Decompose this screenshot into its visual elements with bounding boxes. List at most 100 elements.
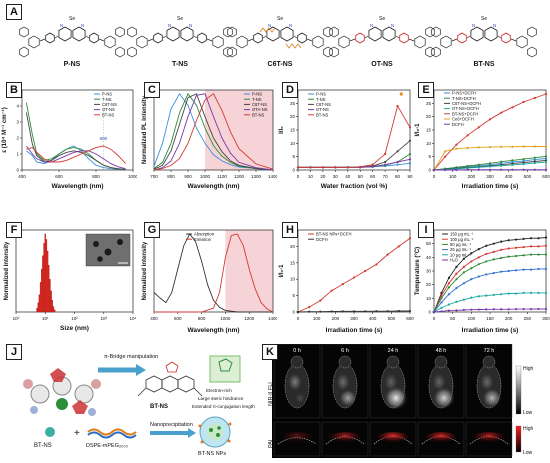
data-point (511, 159, 513, 161)
data-point (478, 256, 480, 258)
data-point (444, 169, 446, 171)
data-point (396, 161, 398, 163)
ligand-scaffold-graphic (23, 368, 101, 416)
data-point (455, 309, 457, 311)
x-tick-label: 400 (150, 316, 158, 321)
data-point (308, 311, 310, 313)
data-point (478, 169, 480, 171)
liver-signal (432, 373, 446, 391)
x-tick-label: 100 (449, 174, 457, 179)
x-tick-label: 200 (332, 316, 340, 321)
data-point (511, 146, 513, 148)
x-tick-label: 300 (486, 174, 494, 179)
pa-scale-high: High (523, 426, 534, 432)
data-point (485, 253, 487, 255)
pi-bridge-ring (400, 33, 409, 43)
histogram-bar (47, 251, 48, 312)
data-point (523, 254, 525, 256)
data-point (478, 308, 480, 310)
donor-ring (116, 27, 125, 37)
x-tick-label: 100 (313, 316, 321, 321)
imaging-frame: 6 h (322, 344, 368, 456)
data-point (537, 308, 539, 310)
timepoint-label: 48 h (436, 348, 447, 354)
panel-label-d: D (282, 82, 298, 98)
y-tick-label: 0 (292, 310, 295, 315)
x-tick-label: 80 (395, 174, 401, 179)
donor-ring (137, 36, 147, 48)
y-axis-label: Normalized PL intensity (142, 95, 148, 164)
row-label-pai: PAI (268, 439, 274, 448)
pi-bridge-ring (90, 33, 99, 43)
x-tick-label: 30 (333, 174, 339, 179)
y-tick-label: 50 (426, 241, 432, 246)
data-point (384, 153, 386, 155)
fl-scale-low: Low (523, 410, 533, 416)
legend-entry: H₂O (450, 258, 459, 263)
x-tick-label: 250 (524, 316, 532, 321)
data-point (440, 295, 442, 297)
x-tick-label: 200 (468, 174, 476, 179)
plot-frame (298, 90, 410, 170)
data-point (448, 277, 450, 279)
data-point (500, 271, 502, 273)
y-tick-label: 0 (428, 310, 431, 315)
molecule-label: OT-NS (371, 61, 393, 68)
x-tick-label: 400 (18, 174, 26, 179)
data-point (433, 169, 435, 171)
data-point (530, 269, 532, 271)
nitrogen-atom-label: N (493, 23, 496, 28)
data-point (545, 155, 547, 157)
pi-bridge-ring (298, 33, 307, 43)
x-tick-label: 500 (524, 174, 532, 179)
series-line (298, 106, 410, 167)
data-point (387, 310, 389, 312)
pa-signal (473, 432, 505, 444)
y-axis-label: ε (10⁴ M⁻¹ cm⁻¹) (1, 107, 8, 153)
data-point (534, 97, 536, 99)
data-point (387, 254, 389, 256)
x-axis-label: Wavelength (nm) (51, 183, 103, 190)
pi-bridge-ring (502, 33, 511, 43)
data-point (545, 254, 547, 256)
chart-d: 0102030405060708090051015202530Water fra… (278, 82, 414, 190)
data-point (500, 146, 502, 148)
donor-ring (29, 36, 39, 48)
data-point (489, 146, 491, 148)
x-tick-label: 600 (174, 316, 182, 321)
outlier-point (400, 92, 403, 95)
donor-ring (330, 27, 339, 37)
x-tick-label: 1300 (251, 174, 262, 179)
nanoparticle-graphic (199, 417, 232, 447)
y-tick-label: 5 (292, 154, 295, 159)
data-point (537, 268, 539, 270)
panel-label-a: A (6, 4, 22, 20)
data-point (500, 293, 502, 295)
pi-bridge-ring (198, 33, 207, 43)
y-tick-label: 15 (426, 128, 432, 133)
pi-bridge-ring (356, 33, 365, 43)
data-point (493, 308, 495, 310)
data-point (500, 169, 502, 171)
data-point (322, 166, 324, 168)
data-point (297, 166, 299, 168)
y-tick-label: 20 (426, 114, 432, 119)
x-tick-label: 600 (406, 316, 414, 321)
donor-ring (313, 36, 323, 48)
selenium-atom-label: Se (277, 16, 283, 22)
data-point (545, 292, 547, 294)
data-point (500, 165, 502, 167)
data-point (493, 272, 495, 274)
liver-signal (480, 373, 494, 391)
data-point (467, 134, 469, 136)
donor-ring (432, 27, 441, 37)
data-point (396, 150, 398, 152)
donor-ring (415, 36, 425, 48)
bt-ns-dye-icon (45, 427, 55, 437)
data-point (455, 266, 457, 268)
imaging-frame: 72 h (466, 344, 512, 456)
data-point (500, 112, 502, 114)
